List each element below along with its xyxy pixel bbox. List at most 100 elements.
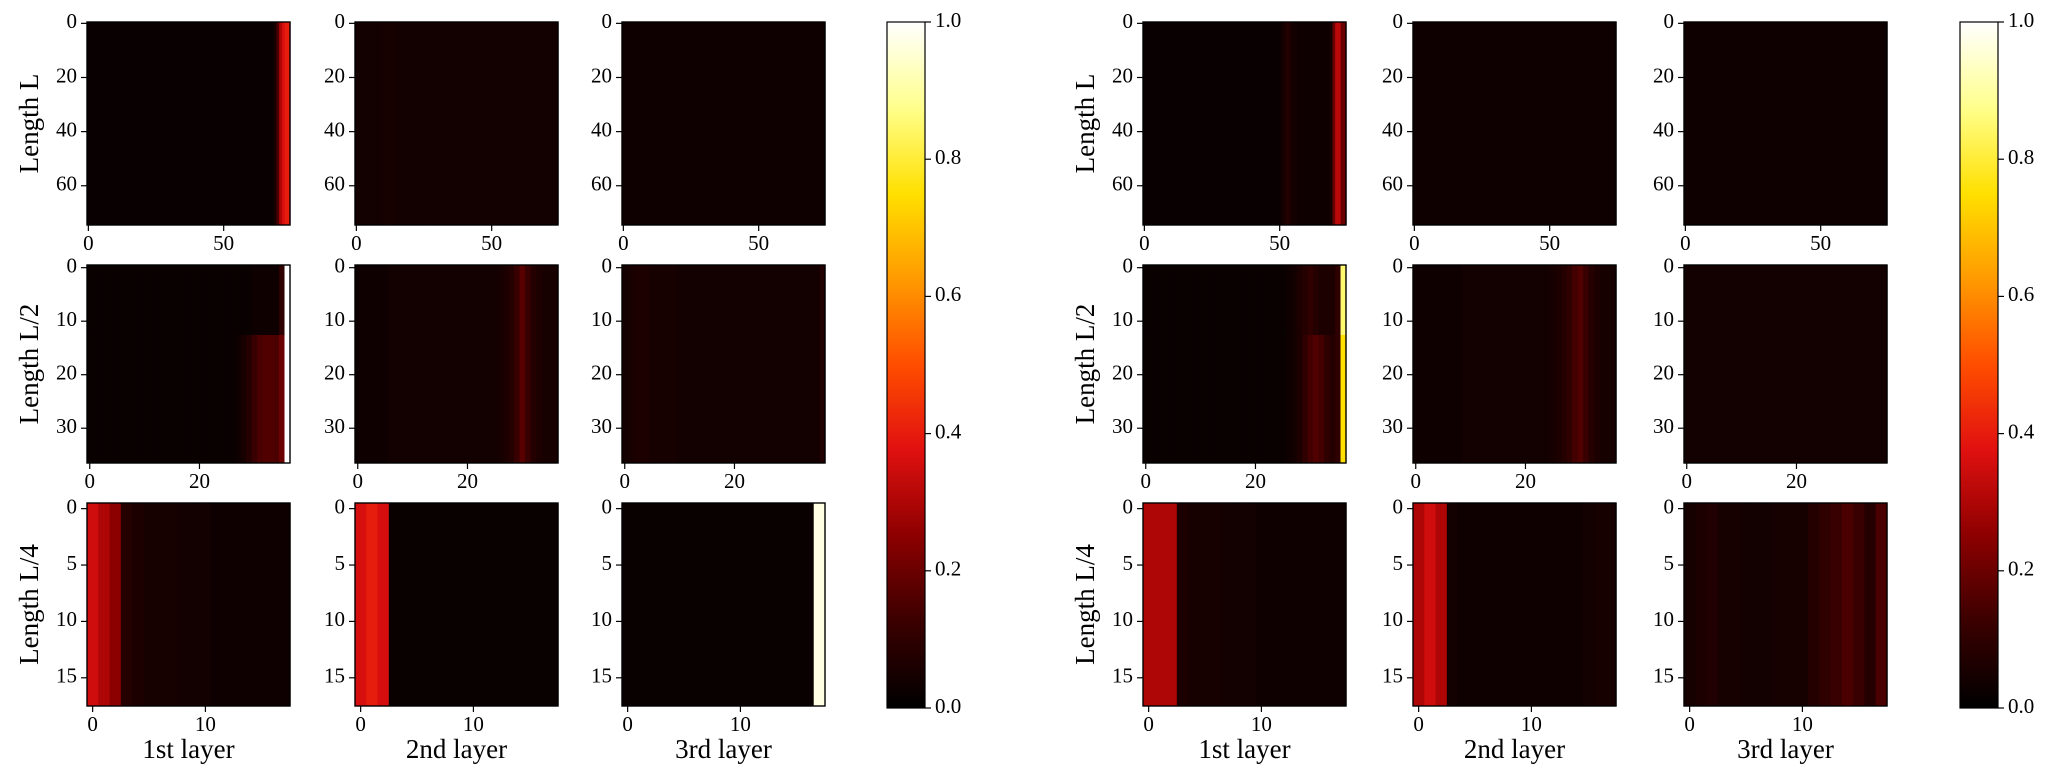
x-tick-label: 0 xyxy=(1409,231,1420,255)
y-tick-label: 20 xyxy=(324,63,345,87)
heatmap-column xyxy=(1483,22,1487,225)
heatmap-column xyxy=(481,265,488,463)
heatmap-column xyxy=(357,22,362,225)
heatmap-column xyxy=(819,265,826,463)
heatmap-column xyxy=(511,22,516,225)
heatmap-column xyxy=(1462,265,1469,463)
heatmap-column xyxy=(1263,334,1270,463)
heatmap-column xyxy=(1235,22,1239,225)
colorbar-tick-label: 0.0 xyxy=(2008,694,2034,718)
heatmap-column xyxy=(463,22,467,225)
x-tick-label: 20 xyxy=(1245,469,1266,493)
heatmap-column xyxy=(1302,265,1309,335)
heatmap-column xyxy=(1551,22,1555,225)
heatmap-column xyxy=(1225,265,1232,335)
heatmap-column xyxy=(490,22,494,225)
heatmap-column xyxy=(1434,265,1442,463)
heatmap-column xyxy=(422,503,435,706)
heatmap-column xyxy=(1453,22,1457,225)
heatmap-column xyxy=(278,503,291,706)
heatmap-column xyxy=(219,22,223,225)
heatmap-column xyxy=(754,22,758,225)
heatmap-column xyxy=(149,22,153,225)
y-tick-label: 10 xyxy=(56,607,77,631)
heatmap-column xyxy=(654,265,662,463)
heatmap-column xyxy=(678,503,691,706)
axes-frame xyxy=(1683,21,1888,226)
heatmap-column xyxy=(1760,265,1767,463)
heatmap-column xyxy=(668,22,672,225)
heatmap-column xyxy=(1821,265,1828,463)
heatmap-column xyxy=(1788,265,1795,463)
x-tick-label: 10 xyxy=(1251,712,1272,736)
heatmap-column xyxy=(673,22,677,225)
heatmap-column xyxy=(492,265,499,463)
heatmap-column xyxy=(1278,22,1282,225)
heatmap-column xyxy=(97,22,102,225)
heatmap-column xyxy=(1789,22,1793,225)
heatmap-column xyxy=(1822,22,1826,225)
heatmap-column xyxy=(1203,265,1210,335)
heatmap-cell: 0 10 20 30 0 20 xyxy=(1653,253,1888,493)
heatmap-column xyxy=(114,334,121,463)
heatmap-column xyxy=(227,22,232,225)
heatmap-column xyxy=(1881,265,1888,463)
heatmap-column xyxy=(1192,265,1199,335)
heatmap-column xyxy=(395,22,399,225)
x-tick-label: 20 xyxy=(1786,469,1807,493)
heatmap-column xyxy=(1423,22,1428,225)
heatmap-column xyxy=(803,22,807,225)
heatmap-column xyxy=(279,22,283,225)
heatmap-column xyxy=(243,22,248,225)
heatmap-column xyxy=(1308,22,1312,225)
heatmap-column xyxy=(1793,265,1800,463)
heatmap-column xyxy=(1496,22,1501,225)
heatmap-column xyxy=(1294,22,1298,225)
heatmap-column xyxy=(127,22,131,225)
y-tick-label: 0 xyxy=(1393,494,1404,518)
heatmap-column xyxy=(284,334,291,463)
heatmap-column xyxy=(218,334,225,463)
y-tick-label: 20 xyxy=(591,63,612,87)
heatmap-column xyxy=(779,503,792,706)
heatmap-column xyxy=(797,22,802,225)
heatmap-column xyxy=(471,22,475,225)
heatmap-column xyxy=(132,503,144,706)
heatmap-column xyxy=(1566,265,1573,463)
heatmap-column xyxy=(630,22,634,225)
heatmap-column xyxy=(1253,22,1258,225)
heatmap-column xyxy=(224,334,231,463)
heatmap-column xyxy=(1224,22,1228,225)
heatmap-column xyxy=(180,265,187,335)
heatmap-column xyxy=(678,22,683,225)
heatmap-column xyxy=(1539,265,1546,463)
heatmap-column xyxy=(555,22,559,225)
heatmap-column xyxy=(712,503,725,706)
heatmap-column xyxy=(1484,265,1491,463)
heatmap-column xyxy=(655,503,668,706)
heatmap-column xyxy=(222,503,235,706)
heatmap-column xyxy=(1340,22,1344,225)
heatmap-column xyxy=(1717,503,1730,706)
heatmap-column xyxy=(453,265,460,463)
heatmap-column xyxy=(1143,334,1150,463)
colorbar-tick-label: 0.8 xyxy=(2008,145,2034,169)
heatmap-column xyxy=(1514,503,1527,706)
heatmap-column xyxy=(404,265,411,463)
axes-frame xyxy=(86,264,291,464)
heatmap-column xyxy=(1421,22,1425,225)
heatmap-column xyxy=(173,22,177,225)
heatmap-column xyxy=(1297,22,1301,225)
heatmap-column xyxy=(165,22,169,225)
heatmap-column xyxy=(146,22,150,225)
heatmap-column xyxy=(184,22,188,225)
heatmap-column xyxy=(528,22,532,225)
heatmap-column xyxy=(1808,503,1820,706)
heatmap-column xyxy=(465,22,470,225)
heatmap-column xyxy=(638,265,645,463)
heatmap-column xyxy=(355,22,359,225)
heatmap-column xyxy=(1811,22,1815,225)
heatmap-column xyxy=(1183,22,1187,225)
heatmap-column xyxy=(158,334,165,463)
heatmap-column xyxy=(1577,265,1584,463)
